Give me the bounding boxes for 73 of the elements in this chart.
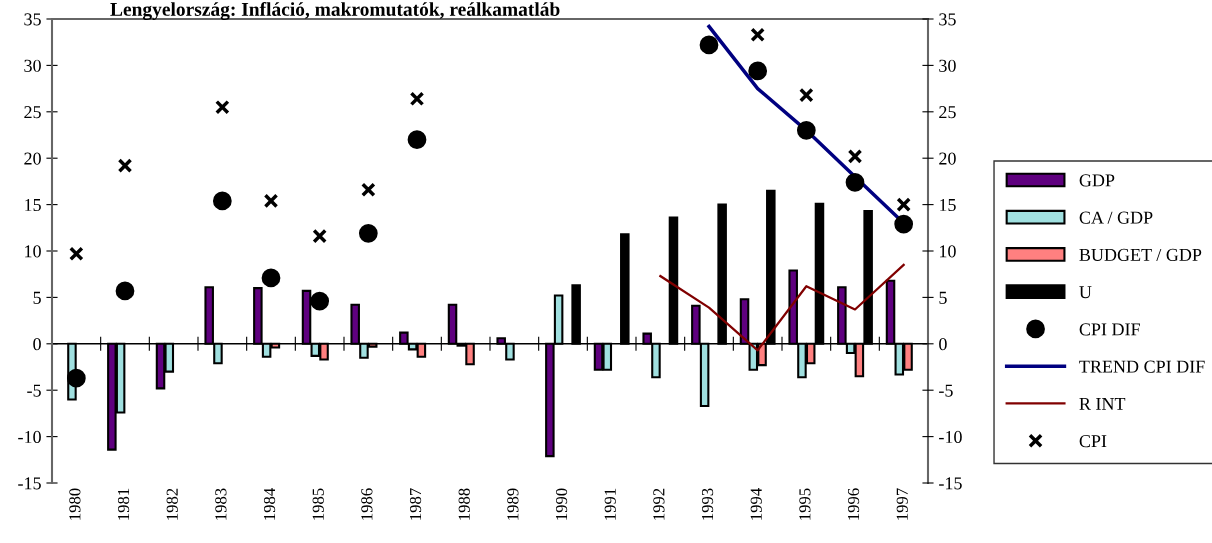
legend-label: GDP xyxy=(1079,174,1115,187)
point xyxy=(115,281,135,301)
y2-tick-label: 15 xyxy=(940,198,956,212)
point xyxy=(358,223,378,243)
y2-tick-label: 35 xyxy=(939,13,956,26)
line-series xyxy=(659,263,905,352)
y-tick-label: 30 xyxy=(24,59,41,72)
point xyxy=(261,268,281,288)
y2-tick-label: 20 xyxy=(939,152,956,165)
point xyxy=(69,246,84,262)
point xyxy=(845,172,865,192)
point xyxy=(748,61,768,81)
y-tick-label: 25 xyxy=(24,106,41,119)
x-tick-label: 1990 xyxy=(555,488,568,520)
point xyxy=(699,35,719,55)
point xyxy=(847,149,863,164)
legend-label: U xyxy=(1079,286,1092,299)
y-tick-label: 10 xyxy=(25,245,41,258)
point xyxy=(117,158,133,173)
x-tick-label: 1991 xyxy=(604,488,616,520)
point xyxy=(263,193,279,209)
legend-label: CPI xyxy=(1079,435,1107,448)
legend-label: BUDGET / GDP xyxy=(1079,248,1202,261)
y2-tick-label: 10 xyxy=(940,245,956,258)
point xyxy=(407,130,427,150)
x-tick-label: 1988 xyxy=(458,488,470,520)
x-tick-label: 1995 xyxy=(799,488,811,520)
point xyxy=(750,27,765,43)
legend-label: TREND CPI DIF xyxy=(1079,360,1205,373)
legend-label: CA / GDP xyxy=(1079,211,1153,224)
legend-label: R INT xyxy=(1079,397,1126,410)
y2-tick-label: -10 xyxy=(939,430,962,444)
x-tick-label: 1986 xyxy=(361,488,373,520)
y2-tick-label: -15 xyxy=(939,477,962,490)
point xyxy=(66,368,86,388)
y2-tick-label: 0 xyxy=(939,338,947,351)
x-tick-label: 1980 xyxy=(69,488,81,520)
point xyxy=(212,191,232,211)
y-tick-label: 0 xyxy=(33,338,41,351)
point xyxy=(799,87,814,103)
y-tick-label: 35 xyxy=(24,13,41,26)
y-tick-label: 15 xyxy=(25,198,41,212)
x-tick-label: 1996 xyxy=(847,488,860,520)
y-tick-label: 5 xyxy=(33,291,41,304)
x-tick-label: 1992 xyxy=(653,488,665,520)
point xyxy=(896,197,911,212)
y2-tick-label: -5 xyxy=(939,384,953,397)
x-tick-label: 1994 xyxy=(750,488,762,520)
y-tick-label: 20 xyxy=(24,152,41,165)
y2-tick-label: 30 xyxy=(939,59,956,72)
point xyxy=(894,214,914,234)
x-tick-label: 1985 xyxy=(312,488,324,520)
x-tick-label: 1982 xyxy=(166,488,178,520)
y2-tick-label: 25 xyxy=(939,106,956,119)
point xyxy=(361,182,376,198)
legend-label: CPI DIF xyxy=(1079,323,1140,336)
point xyxy=(796,120,816,140)
y-tick-label: -15 xyxy=(18,477,41,490)
chart-title: Lengyelország: Infláció, makromutatók, reálkamatláb xyxy=(110,2,560,20)
x-tick-label: 1987 xyxy=(409,488,422,520)
point xyxy=(409,91,425,107)
x-tick-label: 1989 xyxy=(507,488,519,520)
x-tick-label: 1997 xyxy=(896,488,908,520)
x-tick-label: 1984 xyxy=(263,488,276,520)
point xyxy=(215,99,230,115)
x-tick-label: 1993 xyxy=(701,488,714,520)
y-tick-label: -5 xyxy=(27,384,41,397)
y-tick-label: -10 xyxy=(18,430,41,444)
x-tick-label: 1983 xyxy=(215,488,227,520)
x-tick-label: 1981 xyxy=(117,488,130,520)
point xyxy=(312,228,327,244)
y2-tick-label: 5 xyxy=(939,291,947,304)
point xyxy=(310,291,330,311)
